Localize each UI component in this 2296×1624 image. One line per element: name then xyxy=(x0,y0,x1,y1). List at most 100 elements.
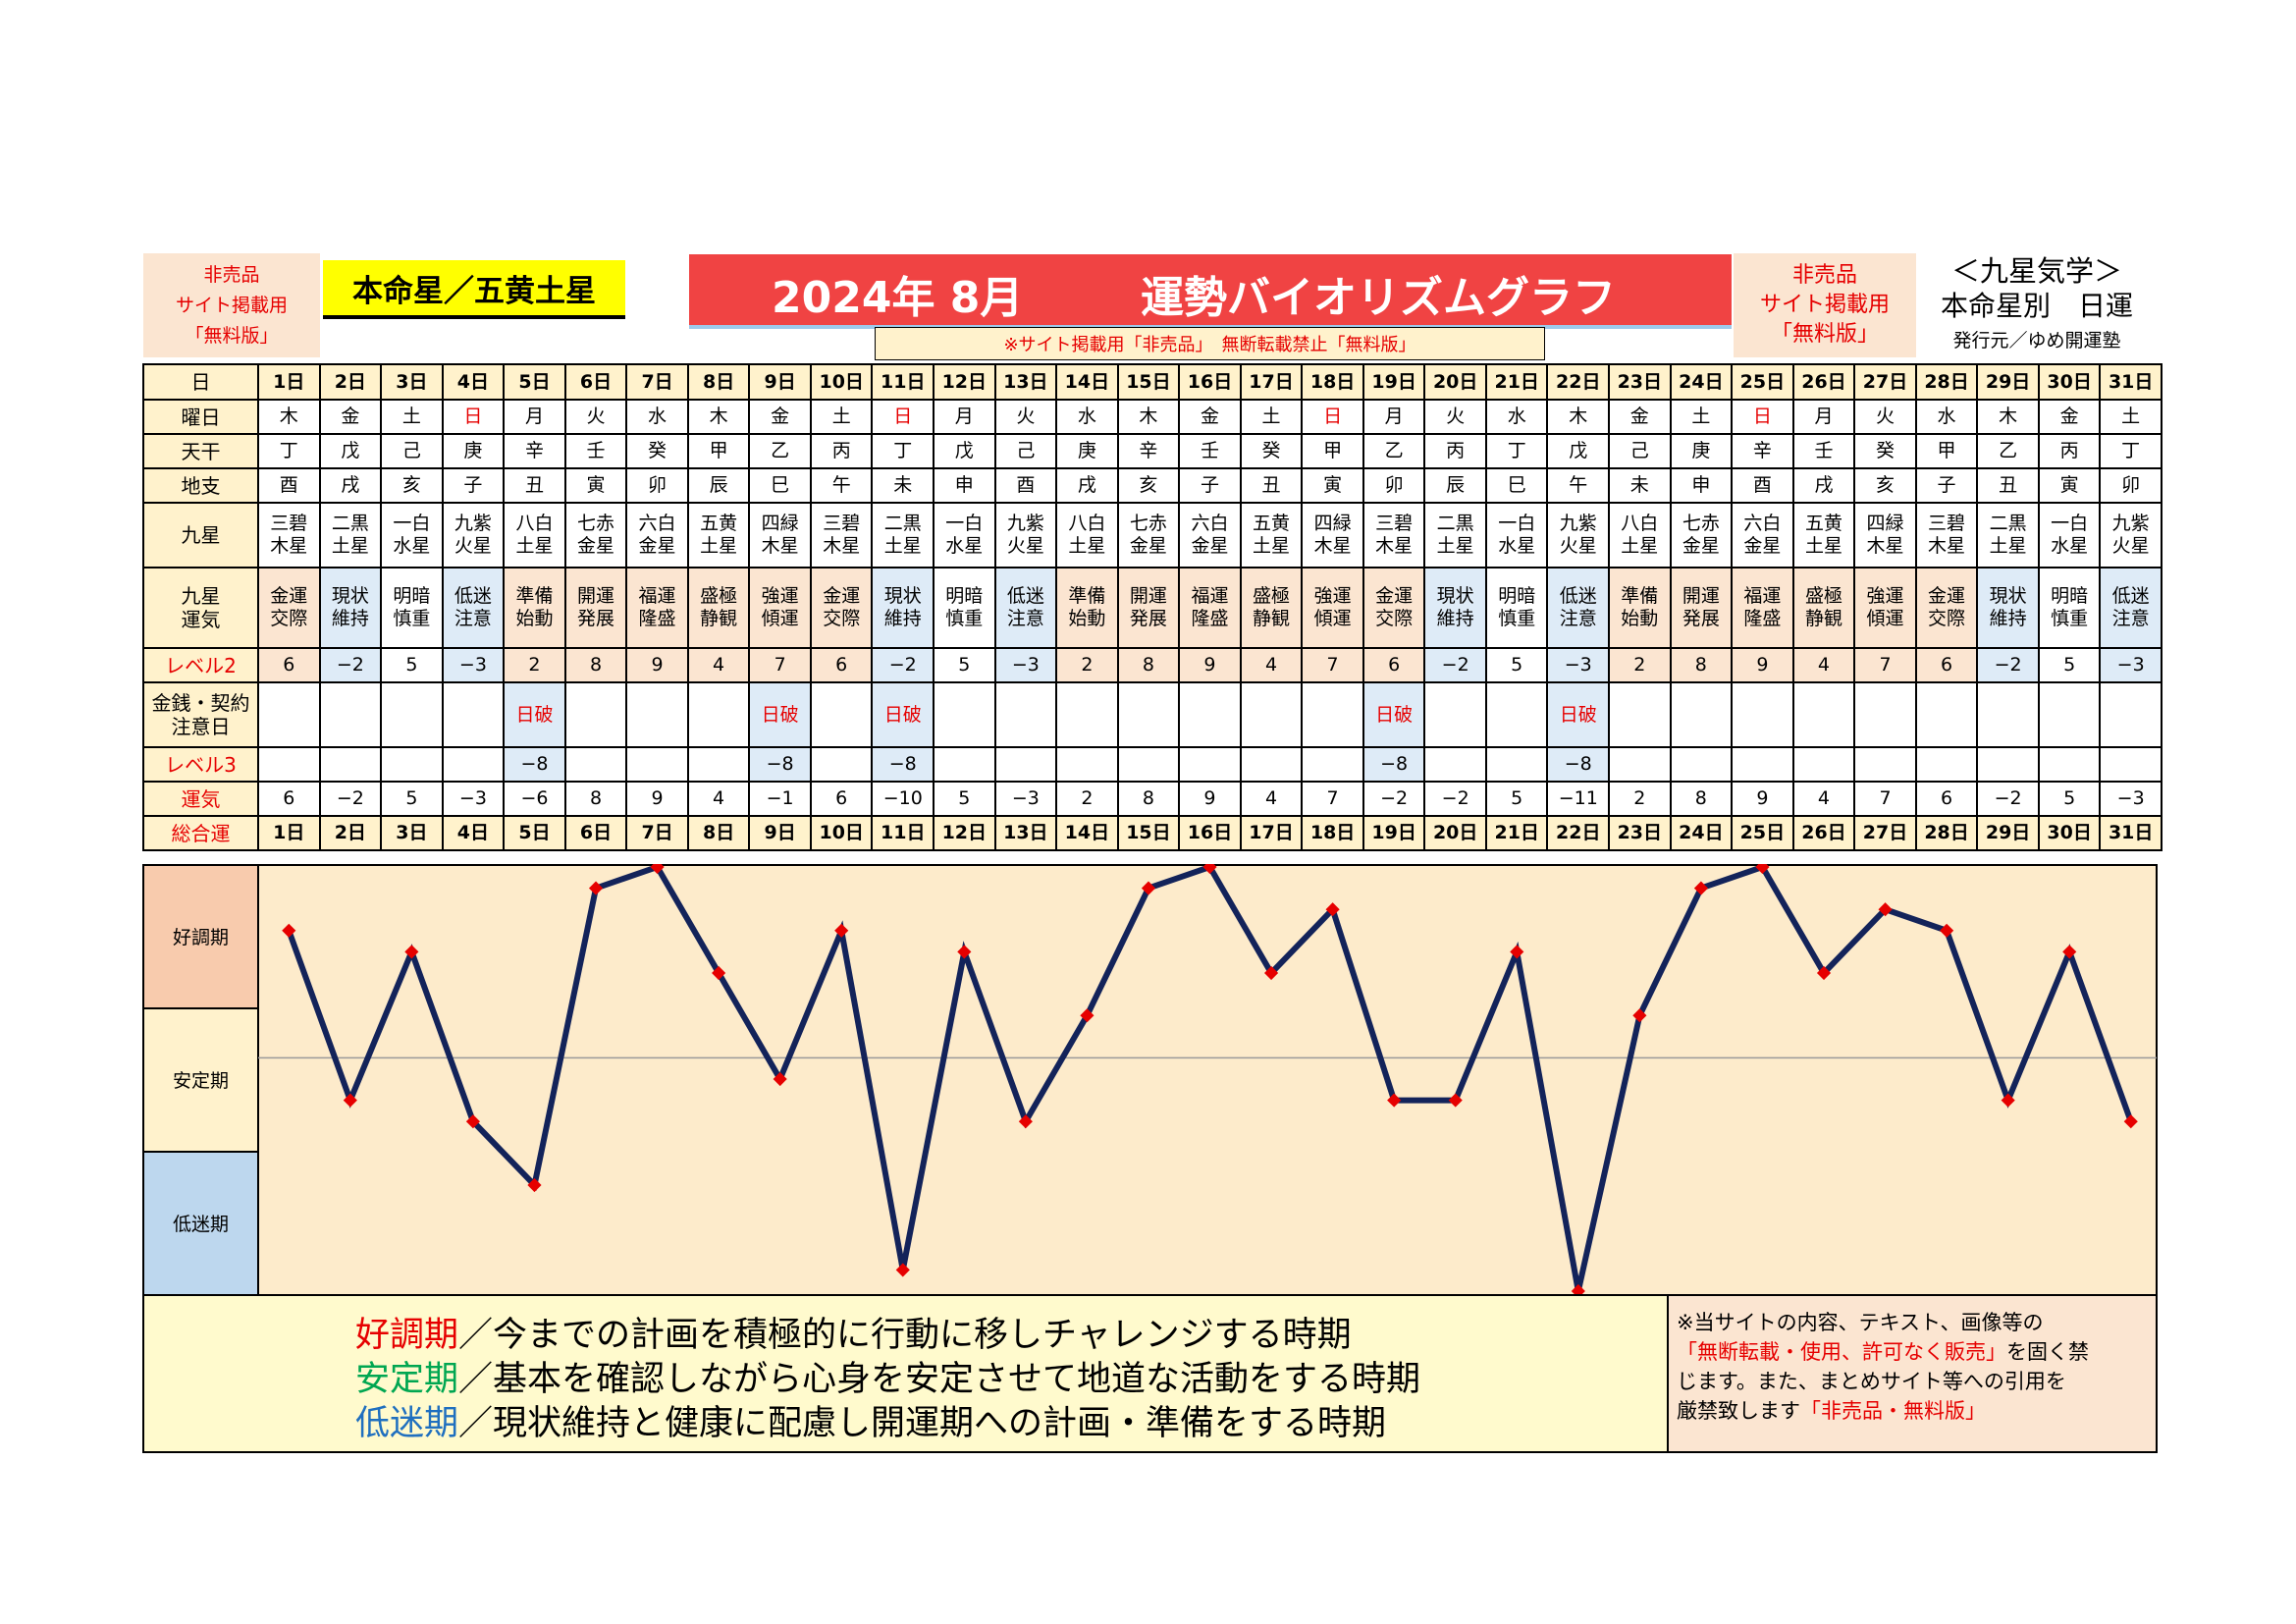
cell-text: 6 xyxy=(835,654,848,677)
day-cell: 3日 xyxy=(380,363,444,401)
cell-text: 土 xyxy=(401,406,421,428)
tenkan-cell: 丁 xyxy=(1484,433,1549,469)
cell-text: 木星 xyxy=(1928,535,1966,557)
level2-cell: 4 xyxy=(1239,647,1304,683)
cell-text: 癸 xyxy=(1261,440,1281,462)
cell-text: 午 xyxy=(831,474,851,497)
chishi-cell: 戌 xyxy=(1055,467,1119,504)
cell-text: 20日 xyxy=(1432,822,1478,844)
cell-text: 木 xyxy=(279,406,298,428)
total-cell: 8 xyxy=(563,781,628,817)
money-cell xyxy=(686,681,751,748)
unki-cell: 強運 傾運 xyxy=(1301,567,1364,649)
weekday-cell: 土 xyxy=(2099,399,2163,435)
cell-text: 水星 xyxy=(393,535,431,557)
level2-cell: 6 xyxy=(809,647,874,683)
level3-cell: −8 xyxy=(1546,746,1611,783)
level2-cell: 6 xyxy=(257,647,321,683)
cell-text: 八白 xyxy=(515,513,554,535)
data-point xyxy=(895,1263,910,1277)
cell-text: 火 xyxy=(1875,406,1895,428)
cell-text: −3 xyxy=(458,787,487,810)
day-cell: 2日 xyxy=(318,363,383,401)
total-cell: −2 xyxy=(318,781,383,817)
cell-text: 金 xyxy=(2059,406,2079,428)
money-cell xyxy=(1669,681,1734,748)
cell-text: 交際 xyxy=(823,608,861,629)
cell-text: 17日 xyxy=(1249,370,1294,393)
day-cell: 28日 xyxy=(1914,363,1979,401)
level2-cell: −3 xyxy=(441,647,506,683)
kyusei-cell: 三碧 木星 xyxy=(1914,502,1979,568)
cell-text: 水 xyxy=(648,406,667,428)
cell-text: 2 xyxy=(1633,787,1646,810)
cell-text: 8日 xyxy=(702,370,735,393)
cell-text: 未 xyxy=(893,474,913,497)
cell-text: 6 xyxy=(1940,787,1953,810)
cell-text: 6 xyxy=(283,654,295,677)
cell-text: 5日 xyxy=(518,370,551,393)
cell-text: 28日 xyxy=(1924,822,1969,844)
weekday-cell: 土 xyxy=(1669,399,1734,435)
period-legend: 好調期／今までの計画を積極的に行動に移しチャレンジする時期 安定期／基本を確認し… xyxy=(142,1294,1667,1453)
cell-text: 乙 xyxy=(771,440,790,462)
chishi-cell: 子 xyxy=(1914,467,1979,504)
chishi-label-text: 地支 xyxy=(181,473,221,498)
cell-text: 土星 xyxy=(1068,535,1106,557)
cell-text: 木 xyxy=(709,406,728,428)
total-cell: −6 xyxy=(503,781,566,817)
cell-text: 12日 xyxy=(941,822,988,844)
title-main: 運勢バイオリズムグラフ xyxy=(1141,273,1616,323)
cell-text: 丁 xyxy=(2121,440,2141,462)
total-day-cell: 11日 xyxy=(871,815,935,851)
data-point xyxy=(650,864,665,875)
cell-text: 土星 xyxy=(700,535,738,557)
total-day-cell: 1日 xyxy=(257,815,321,851)
tenkan-cell: 辛 xyxy=(1116,433,1181,469)
chishi-cell: 未 xyxy=(1608,467,1672,504)
cell-text: 11日 xyxy=(881,370,926,393)
kyusei-cell: 二黒 土星 xyxy=(318,502,383,568)
data-point xyxy=(1755,864,1770,875)
cell-text: 22日 xyxy=(1556,822,1601,844)
unki-cell: 準備 始動 xyxy=(1608,567,1672,649)
copyright-line: じます。また、まとめサイト等への引用を xyxy=(1677,1370,2066,1393)
cell-text: 丑 xyxy=(1999,474,2018,497)
cell-text: 巳 xyxy=(771,474,790,497)
cell-text: 28日 xyxy=(1924,370,1969,393)
level2-cell: −2 xyxy=(1976,647,2040,683)
cell-text: 水 xyxy=(1937,406,1956,428)
cell-text: 戌 xyxy=(1077,474,1096,497)
chishi-cell: 辰 xyxy=(1423,467,1487,504)
tenkan-cell: 壬 xyxy=(1791,433,1856,469)
cell-text: 日破 xyxy=(1375,703,1414,726)
cell-text: 20日 xyxy=(1432,370,1478,393)
cell-text: 庚 xyxy=(1077,440,1096,462)
total-day-cell: 24日 xyxy=(1669,815,1734,851)
cell-text: 己 xyxy=(1629,440,1649,462)
unki-cell: 明暗 慎重 xyxy=(380,567,444,649)
cell-text: −2 xyxy=(888,654,917,677)
band-label: 安定期 xyxy=(173,1070,229,1092)
cell-text: 甲 xyxy=(709,440,728,462)
tenkan-cell: 甲 xyxy=(1914,433,1979,469)
total-day-cell: 21日 xyxy=(1484,815,1549,851)
cell-text: 24日 xyxy=(1679,370,1724,393)
cell-text: 日破 xyxy=(883,703,922,726)
data-point xyxy=(1264,965,1279,981)
total-cell: 2 xyxy=(1608,781,1672,817)
cell-text: 2 xyxy=(528,654,541,677)
tenkan-cell: 癸 xyxy=(1239,433,1304,469)
cell-text: 五黄 xyxy=(700,513,738,535)
total-cell: 9 xyxy=(1731,781,1794,817)
legend-good: 好調期／今までの計画を積極的に行動に移しチャレンジする時期 xyxy=(355,1314,1667,1358)
cell-text: 低迷 xyxy=(2111,585,2150,608)
weekday-label-text: 曜日 xyxy=(181,405,221,429)
cell-text: 強運 xyxy=(1866,585,1904,608)
total-cell: −2 xyxy=(1423,781,1487,817)
chishi-cell: 午 xyxy=(809,467,874,504)
tenkan-cell: 庚 xyxy=(1055,433,1119,469)
unki-cell: 福運 隆盛 xyxy=(625,567,689,649)
kyusei-cell: 五黄 土星 xyxy=(1239,502,1304,568)
cell-text: 二黒 xyxy=(883,513,922,535)
